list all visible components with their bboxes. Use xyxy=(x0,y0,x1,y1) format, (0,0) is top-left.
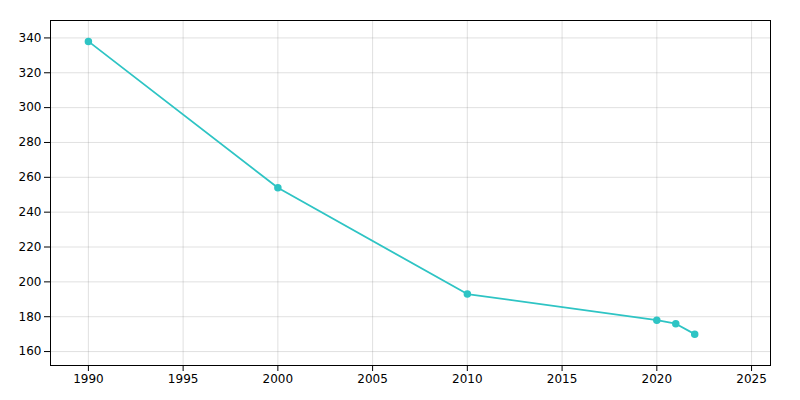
svg-text:260: 260 xyxy=(19,170,42,184)
svg-text:180: 180 xyxy=(19,310,42,324)
svg-text:280: 280 xyxy=(19,135,42,149)
svg-text:2005: 2005 xyxy=(357,372,388,386)
svg-text:240: 240 xyxy=(19,205,42,219)
svg-text:2010: 2010 xyxy=(452,372,483,386)
svg-text:220: 220 xyxy=(19,240,42,254)
svg-text:2000: 2000 xyxy=(263,372,294,386)
svg-text:2015: 2015 xyxy=(547,372,578,386)
svg-text:340: 340 xyxy=(19,31,42,45)
svg-text:1995: 1995 xyxy=(168,372,199,386)
svg-text:200: 200 xyxy=(19,275,42,289)
svg-text:300: 300 xyxy=(19,100,42,114)
svg-text:320: 320 xyxy=(19,66,42,80)
svg-text:2020: 2020 xyxy=(642,372,673,386)
svg-text:1990: 1990 xyxy=(73,372,104,386)
svg-text:160: 160 xyxy=(19,344,42,358)
svg-text:2025: 2025 xyxy=(736,372,767,386)
